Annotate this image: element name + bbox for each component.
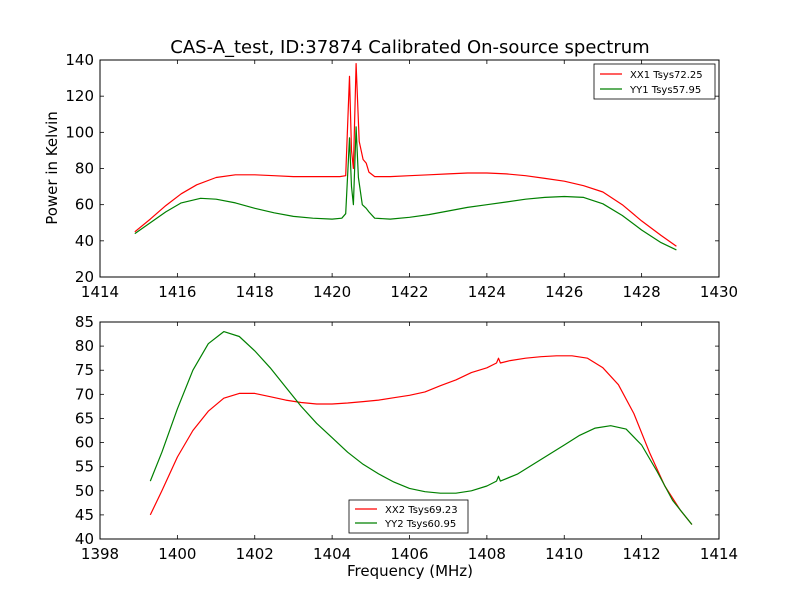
bottom-axis-ticks: 1398 1400 1402 1404 1406 1408 1410 1412 1414 40 45… xyxy=(75,313,738,563)
top-y-axis-label: Power in Kelvin xyxy=(43,111,61,225)
bottom-legend: XX2 Tsys69.23 YY2 Tsys60.95 xyxy=(348,499,469,534)
bottom-legend-box xyxy=(348,499,469,534)
bottom-y-tick-label: 60 xyxy=(75,434,94,452)
bottom-x-tick-label: 1412 xyxy=(623,545,661,563)
legend-label-yy2: YY2 Tsys60.95 xyxy=(384,519,456,530)
bottom-series-line-0 xyxy=(149,355,693,525)
top-panel: CAS-A_test, ID:37874 Calibrated On-sourc… xyxy=(43,37,738,301)
bottom-y-tick-label: 75 xyxy=(75,361,94,379)
top-x-tick-label: 1418 xyxy=(236,283,274,301)
bottom-y-tick-label: 70 xyxy=(75,385,94,403)
top-x-tick-label: 1422 xyxy=(390,283,428,301)
top-x-tick-label: 1428 xyxy=(623,283,661,301)
bottom-x-tick-label: 1400 xyxy=(158,545,196,563)
top-y-tick-label: 40 xyxy=(75,232,94,250)
bottom-x-tick-label: 1408 xyxy=(468,545,506,563)
bottom-y-tick-label: 85 xyxy=(75,313,94,331)
top-x-tick-label: 1420 xyxy=(313,283,351,301)
top-x-tick-label: 1430 xyxy=(700,283,738,301)
bottom-series-lines xyxy=(149,331,693,525)
top-series-lines xyxy=(134,62,677,251)
bottom-x-tick-label: 1398 xyxy=(81,545,119,563)
top-y-tick-label: 100 xyxy=(65,123,94,141)
chart-title: CAS-A_test, ID:37874 Calibrated On-sourc… xyxy=(170,37,649,58)
top-legend: XX1 Tsys72.25 YY1 Tsys57.95 xyxy=(593,63,716,100)
bottom-y-tick-label: 45 xyxy=(75,506,94,524)
top-y-tick-label: 20 xyxy=(75,268,94,286)
top-x-tick-label: 1426 xyxy=(545,283,583,301)
bottom-y-tick-label: 65 xyxy=(75,409,94,427)
bottom-y-tick-label: 55 xyxy=(75,458,94,476)
bottom-x-tick-label: 1410 xyxy=(545,545,583,563)
top-x-tick-label: 1424 xyxy=(468,283,506,301)
top-legend-box xyxy=(593,63,716,100)
top-axis-ticks: 1414 1416 1418 1420 1422 1424 1426 1428 1430 20 40… xyxy=(65,51,738,301)
bottom-x-tick-label: 1402 xyxy=(236,545,274,563)
top-series-line-1 xyxy=(134,126,677,251)
top-y-tick-label: 140 xyxy=(65,51,94,69)
bottom-x-tick-label: 1406 xyxy=(390,545,428,563)
legend-label-xx1: XX1 Tsys72.25 xyxy=(630,70,703,81)
bottom-panel: 1398 1400 1402 1404 1406 1408 1410 1412 1414 40 45… xyxy=(75,313,738,580)
top-series-line-0 xyxy=(134,62,677,247)
bottom-x-tick-label: 1404 xyxy=(313,545,351,563)
top-y-tick-label: 120 xyxy=(65,87,94,105)
legend-label-yy1: YY1 Tsys57.95 xyxy=(629,85,701,96)
top-y-tick-label: 80 xyxy=(75,160,94,178)
top-y-tick-label: 60 xyxy=(75,196,94,214)
legend-label-xx2: XX2 Tsys69.23 xyxy=(385,505,458,516)
bottom-x-tick-label: 1414 xyxy=(700,545,738,563)
top-x-tick-label: 1416 xyxy=(158,283,196,301)
bottom-series-line-1 xyxy=(149,331,693,525)
bottom-y-tick-label: 50 xyxy=(75,482,94,500)
bottom-y-tick-label: 80 xyxy=(75,337,94,355)
top-x-tick-label: 1414 xyxy=(81,283,119,301)
bottom-x-axis-label: Frequency (MHz) xyxy=(347,562,473,580)
bottom-y-tick-label: 40 xyxy=(75,530,94,548)
